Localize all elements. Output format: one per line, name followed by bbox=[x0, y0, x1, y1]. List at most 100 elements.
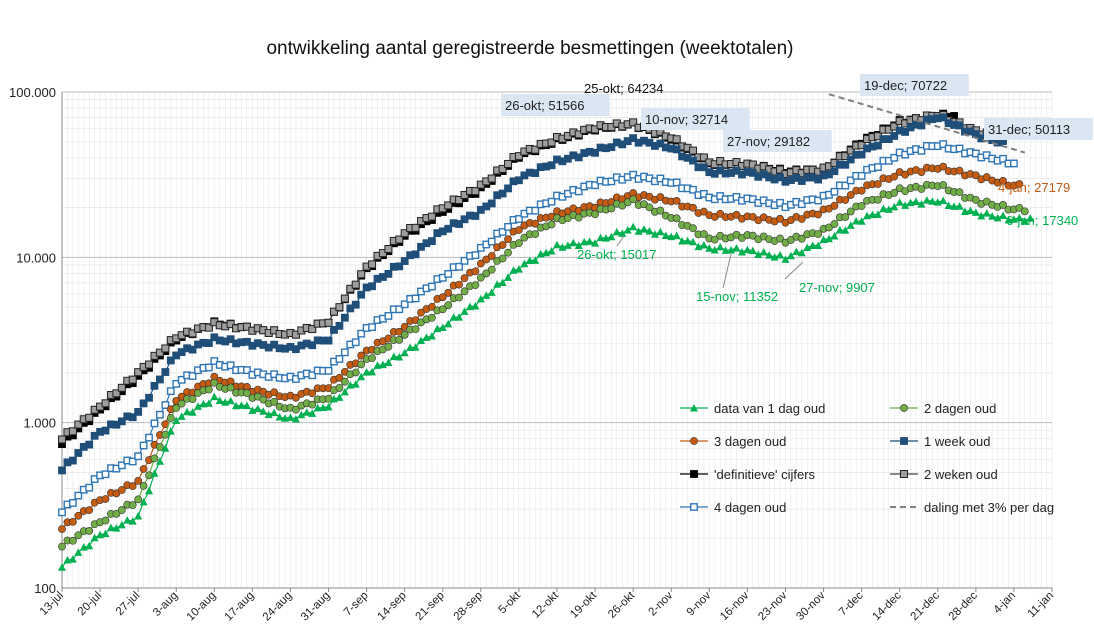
data-point bbox=[776, 165, 785, 174]
data-point bbox=[748, 231, 757, 240]
data-point bbox=[689, 224, 697, 233]
data-point bbox=[629, 118, 638, 127]
data-point bbox=[117, 383, 126, 392]
data-point bbox=[292, 393, 300, 402]
data-point bbox=[504, 273, 513, 281]
data-point bbox=[629, 134, 638, 143]
data-point bbox=[776, 173, 784, 182]
annotation-label: 19-dec; 70722 bbox=[860, 74, 969, 96]
data-point bbox=[531, 219, 540, 228]
legend-item-1-week-oud: 1 week oud bbox=[890, 434, 991, 449]
data-point bbox=[134, 495, 143, 504]
legend-label: 3 dagen oud bbox=[714, 434, 786, 449]
data-point bbox=[515, 239, 523, 248]
data-point bbox=[955, 166, 964, 175]
data-point bbox=[368, 354, 376, 363]
data-point bbox=[699, 153, 708, 162]
data-point bbox=[210, 378, 219, 387]
data-point bbox=[977, 211, 986, 220]
data-point bbox=[607, 177, 616, 186]
data-point bbox=[487, 199, 496, 208]
legend-marker bbox=[900, 437, 908, 445]
data-point bbox=[591, 239, 600, 247]
data-point bbox=[270, 397, 279, 406]
data-point bbox=[455, 293, 463, 302]
legend-label: 1 week oud bbox=[924, 434, 991, 449]
data-point bbox=[378, 360, 387, 369]
data-point bbox=[966, 206, 975, 215]
data-point bbox=[476, 273, 485, 282]
x-tick-label: 7-dec bbox=[837, 589, 866, 618]
data-point bbox=[841, 181, 850, 190]
data-point bbox=[699, 207, 708, 216]
legend-item-daling-met-3-per-dag: daling met 3% per dag bbox=[890, 500, 1054, 515]
data-point bbox=[1015, 203, 1024, 212]
data-point bbox=[155, 348, 164, 357]
annotation-label: 27-nov; 29182 bbox=[723, 130, 832, 152]
data-point bbox=[275, 413, 284, 421]
data-point bbox=[270, 388, 279, 397]
data-point bbox=[874, 195, 882, 204]
data-point bbox=[955, 202, 964, 210]
data-point bbox=[547, 220, 556, 229]
y-axis: 100 1.000 10.000 100.000 bbox=[9, 85, 63, 596]
data-point bbox=[781, 255, 790, 263]
data-point bbox=[841, 160, 850, 169]
data-point bbox=[672, 214, 681, 223]
data-point bbox=[748, 169, 757, 177]
data-point bbox=[166, 414, 175, 422]
annotation-box bbox=[860, 74, 969, 96]
annotation-leader bbox=[616, 235, 625, 247]
data-point bbox=[172, 404, 181, 412]
data-point bbox=[161, 344, 170, 353]
annotation-label: 25-okt; 64234 bbox=[584, 81, 664, 96]
data-point bbox=[351, 280, 360, 289]
data-point bbox=[776, 214, 784, 223]
data-point bbox=[177, 412, 186, 420]
data-point bbox=[531, 256, 540, 264]
data-point bbox=[574, 187, 583, 196]
x-tick-label: 28-dec bbox=[947, 589, 981, 623]
data-point bbox=[672, 196, 681, 205]
data-point bbox=[384, 244, 393, 253]
data-point bbox=[857, 217, 866, 225]
data-point bbox=[591, 181, 599, 190]
data-point bbox=[335, 321, 344, 330]
x-tick-label: 9-nov bbox=[685, 589, 714, 618]
data-point bbox=[460, 287, 469, 296]
data-point bbox=[90, 431, 99, 440]
data-point bbox=[797, 234, 806, 243]
data-point bbox=[166, 356, 175, 365]
data-point bbox=[101, 516, 110, 525]
data-point bbox=[351, 368, 360, 377]
data-point bbox=[830, 187, 839, 196]
data-point bbox=[166, 387, 175, 396]
data-point bbox=[177, 399, 186, 408]
data-point bbox=[465, 302, 474, 311]
legend-label: data van 1 dag oud bbox=[714, 401, 825, 416]
data-point bbox=[917, 168, 926, 177]
data-point bbox=[270, 408, 279, 417]
data-point bbox=[629, 195, 638, 204]
data-point bbox=[411, 250, 420, 259]
data-point bbox=[770, 253, 779, 261]
data-point bbox=[395, 262, 404, 271]
data-point bbox=[884, 205, 893, 213]
series-data-van-1-dag-oud bbox=[58, 196, 1035, 571]
data-point bbox=[368, 323, 376, 332]
data-point bbox=[101, 470, 110, 479]
x-tick-label: 11-jan bbox=[1026, 590, 1056, 620]
data-point bbox=[846, 221, 855, 229]
annotation-text: 15-nov; 11352 bbox=[696, 289, 778, 304]
data-point bbox=[498, 241, 507, 249]
annotation-text: 25-okt; 64234 bbox=[584, 81, 664, 96]
data-point bbox=[411, 325, 420, 334]
data-point bbox=[857, 150, 866, 159]
data-point bbox=[58, 542, 66, 551]
data-point bbox=[85, 483, 94, 492]
data-point bbox=[226, 361, 235, 370]
data-point bbox=[591, 210, 599, 219]
legend-item-definitieve-cijfers: 'definitieve' cijfers bbox=[680, 467, 816, 482]
data-point bbox=[727, 245, 736, 254]
